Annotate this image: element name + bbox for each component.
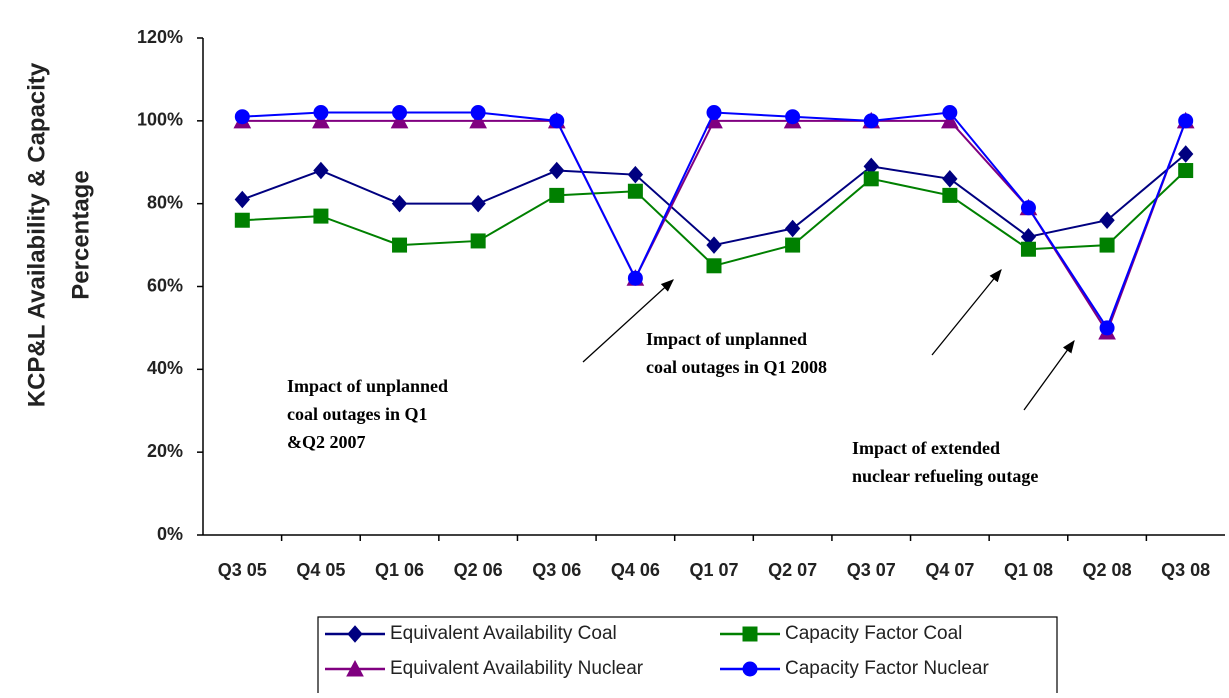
x-tick-label: Q2 08 [1083, 560, 1132, 580]
marker [706, 258, 722, 274]
marker [1020, 200, 1036, 216]
marker [391, 194, 408, 213]
marker [390, 111, 409, 129]
marker [549, 161, 565, 180]
series-line [242, 111, 1187, 331]
marker [312, 111, 330, 129]
arrow [582, 279, 674, 363]
x-tick-label: Q1 06 [375, 560, 424, 580]
annotation: Impact of unplanned [287, 376, 448, 396]
legend-label: Capacity Factor Nuclear [785, 658, 989, 679]
arrow [1023, 339, 1075, 411]
legend-box [317, 616, 1058, 698]
annotation: Impact of extended [852, 438, 1000, 458]
y-tick-label: 0% [157, 524, 183, 544]
x-tick-label: Q4 05 [296, 560, 345, 580]
marker [1099, 211, 1115, 229]
marker [627, 183, 643, 199]
x-tick-label: Q3 06 [532, 560, 581, 580]
marker [1178, 163, 1194, 179]
marker [549, 187, 565, 203]
y-tick-label: 80% [147, 192, 183, 212]
marker [549, 113, 565, 129]
marker [742, 626, 758, 642]
marker [627, 165, 644, 184]
y-tick-label: 120% [137, 27, 183, 47]
marker [313, 208, 329, 224]
marker [1099, 320, 1115, 336]
marker [942, 187, 958, 203]
marker [1178, 145, 1194, 163]
x-tick-label: Q2 06 [454, 560, 503, 580]
y-axis-label: KCP&L Availability & Capacity [23, 62, 50, 407]
x-tick-label: Q1 08 [1004, 560, 1053, 580]
marker [347, 625, 363, 643]
marker [469, 111, 487, 129]
marker [784, 219, 801, 238]
marker [313, 105, 329, 121]
x-tick-label: Q4 07 [925, 560, 974, 580]
annotation: Impact of unplanned [646, 329, 807, 349]
marker [392, 237, 408, 253]
legend-label: Capacity Factor Coal [785, 623, 962, 644]
marker [470, 105, 486, 121]
annotation: coal outages in Q1 2008 [646, 357, 827, 377]
marker [346, 659, 364, 677]
x-tick-label: Q4 06 [611, 560, 660, 580]
marker [742, 661, 758, 677]
y-tick-label: 40% [147, 358, 183, 378]
legend-label: Equivalent Availability Coal [390, 623, 617, 644]
marker [863, 113, 879, 129]
marker [785, 109, 801, 125]
annotation: nuclear refueling outage [852, 466, 1038, 486]
y-tick-label: 20% [147, 441, 183, 461]
marker [234, 109, 250, 125]
marker [234, 190, 250, 209]
marker [942, 170, 958, 188]
marker [627, 270, 643, 286]
x-tick-label: Q3 08 [1161, 560, 1210, 580]
marker [863, 171, 879, 187]
y-tick-label: 100% [137, 110, 183, 130]
x-tick-label: Q3 05 [218, 560, 267, 580]
series-line [242, 119, 1187, 335]
marker [1178, 113, 1194, 129]
y-tick-label: 60% [147, 275, 183, 295]
x-tick-label: Q3 07 [847, 560, 896, 580]
marker [706, 105, 722, 121]
marker [1020, 241, 1036, 257]
marker [941, 111, 959, 129]
marker [313, 161, 329, 180]
x-tick-label: Q1 07 [689, 560, 738, 580]
x-tick-label: Q2 07 [768, 560, 817, 580]
y-axis-label: Percentage [67, 170, 94, 299]
marker [392, 105, 408, 121]
legend-label: Equivalent Availability Nuclear [390, 658, 644, 679]
marker [942, 105, 958, 121]
marker [470, 233, 486, 249]
marker [1099, 237, 1115, 253]
marker [785, 237, 801, 253]
marker [706, 236, 722, 254]
annotation: coal outages in Q1 [287, 404, 428, 424]
arrow [931, 268, 1002, 356]
annotation: &Q2 2007 [287, 432, 366, 452]
marker [470, 194, 486, 213]
marker [234, 212, 250, 228]
